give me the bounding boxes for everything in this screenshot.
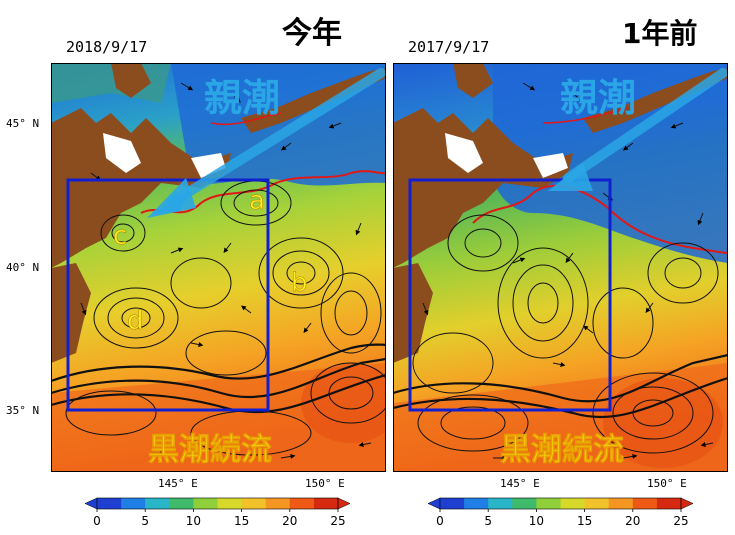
colorbar-segment [512,498,537,509]
colorbar-border [96,497,339,510]
colorbar-tick-label: 25 [330,514,345,528]
eddy-label-c: c [113,221,127,251]
colorbar-segments [85,497,350,510]
colorbar-ticks: 0 5 10 15 20 25 [436,509,689,528]
map-panel-current: 親潮 黒潮続流 a b c d [51,63,386,472]
colorbar-left: 0 5 10 15 20 25 [85,497,350,528]
kuroshio-label-previous: 黒潮続流 [500,432,624,468]
oyashio-label-previous: 親潮 [560,76,636,120]
colorbar-segment [536,498,561,509]
eddy-label-a: a [249,186,265,216]
colorbar-right: 0 5 10 15 20 25 [428,497,693,528]
lon-label-145-right: 145° E [500,477,540,490]
colorbar-segment [169,498,194,509]
colorbar-tick-label: 5 [484,514,492,528]
colorbar-segment [313,498,339,509]
kuroshio-label-current: 黒潮続流 [148,432,272,468]
colorbar-max-arrow [337,497,350,510]
lon-label-145-left: 145° E [158,477,198,490]
current-date: 2018/9/17 [66,38,148,56]
colorbar-tick-label: 5 [141,514,149,528]
colorbar-segment [656,498,682,509]
colorbar-segment [145,498,170,509]
colorbar-segment [217,498,242,509]
previous-date: 2017/9/17 [408,38,490,56]
map-panel-previous: 親潮 黒潮続流 [393,63,728,472]
colorbar-tick-label: 10 [186,514,201,528]
colorbar-max-arrow [680,497,693,510]
colorbar-tick-label: 20 [282,514,297,528]
colorbar-segment [97,498,122,509]
lon-label-150-right: 150° E [647,477,687,490]
colorbar-ticks: 0 5 10 15 20 25 [93,509,346,528]
colorbar-tick-label: 0 [436,514,444,528]
colorbar-tick-label: 10 [529,514,544,528]
colorbar-segment [289,498,315,509]
eddy-label-d: d [127,306,144,336]
colorbar-min-arrow [85,497,98,510]
colorbar-tick-label: 20 [625,514,640,528]
colorbar-border [439,497,682,510]
colorbar-segment [241,498,267,509]
colorbar-segment [440,498,465,509]
colorbar-tick-label: 15 [234,514,249,528]
colorbar-segments [428,497,693,510]
colorbar-segment [584,498,610,509]
previous-year-heading: 1年前 [622,17,698,50]
lat-label-35: 35° N [6,404,40,417]
colorbar-segment [488,498,513,509]
lon-label-150-left: 150° E [305,477,345,490]
colorbar-segment [560,498,585,509]
lat-label-45: 45° N [6,117,40,130]
colorbar-segment [608,498,634,509]
colorbar-segment [464,498,489,509]
eddy-label-b: b [291,268,308,298]
colorbar-segment [121,498,146,509]
colorbar-segment [193,498,218,509]
colorbar-min-arrow [428,497,441,510]
colorbar-tick-label: 15 [577,514,592,528]
lat-label-40: 40° N [6,261,40,274]
colorbar-segment [265,498,291,509]
colorbar-tick-label: 25 [673,514,688,528]
colorbar-segment [632,498,658,509]
current-year-heading: 今年 [282,16,342,51]
oyashio-label-current: 親潮 [204,76,280,120]
colorbar-tick-label: 0 [93,514,101,528]
